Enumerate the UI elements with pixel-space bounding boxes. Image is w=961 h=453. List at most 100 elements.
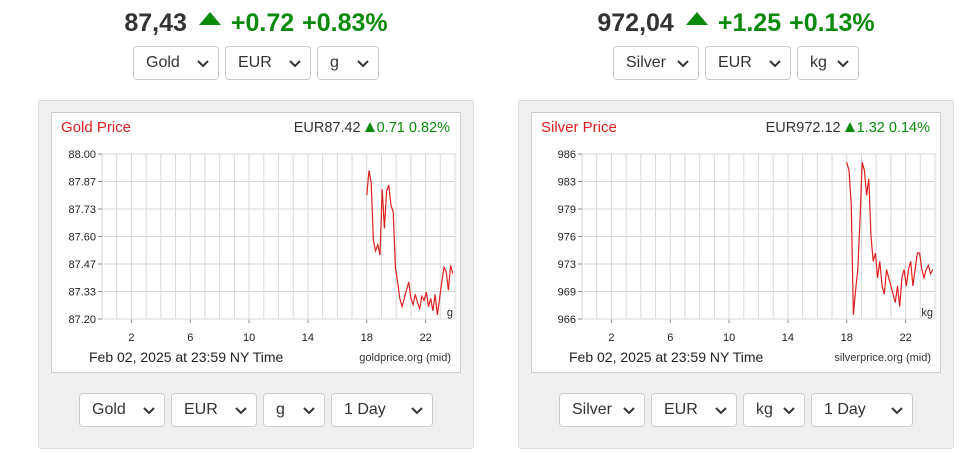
chart-title: Gold Price [61,119,132,136]
x-tick-label: 14 [782,332,794,344]
silver-unit-select[interactable]: kg [797,46,859,80]
silver-change-pct: +0.13% [789,9,875,37]
silver-spot-price: 972,04 [597,9,674,37]
x-tick-label: 6 [667,332,673,344]
select-value: 1 Day [824,401,866,418]
gold-chart-metal-select[interactable]: Gold [79,393,165,427]
unit-label: kg [921,307,933,319]
chevron-down-icon [677,60,689,68]
gold-bottom-selectors: Gold EUR g 1 Day [38,393,474,427]
y-tick-label: 87.87 [68,177,96,189]
gold-currency-select[interactable]: EUR [225,46,311,80]
select-value: EUR [184,401,218,418]
chevron-down-icon [715,407,727,415]
y-tick-label: 979 [558,204,576,216]
select-value: g [330,54,339,71]
price-line [846,162,934,315]
gold-change: +0.72 [230,9,295,37]
x-tick-label: 10 [243,332,255,344]
y-tick-label: 88.00 [68,149,96,161]
y-tick-label: 966 [558,314,576,326]
silver-metal-select[interactable]: Silver [613,46,699,80]
y-tick-label: 983 [558,177,576,189]
chart-source: goldprice.org (mid) [359,352,451,364]
y-tick-label: 976 [558,232,576,244]
chart-quote: EUR972.12 1.32 0.14% [766,120,930,136]
chevron-down-icon [143,407,155,415]
quote-pct: 0.82% [408,120,450,136]
silver-price-plot: 2 6 10 14 18 22 986 983 979 976 973 969 966 kg [558,149,936,344]
select-value: EUR [238,54,272,71]
select-value: EUR [664,401,698,418]
chevron-down-icon [411,407,423,415]
gold-change-pct: +0.83% [302,9,388,37]
chevron-down-icon [769,60,781,68]
chevron-down-icon [837,60,849,68]
silver-currency-select[interactable]: EUR [705,46,791,80]
silver-chart: Silver Price EUR972.12 1.32 0.14% 2 6 10 14 1… [531,112,941,373]
silver-chart-unit-select[interactable]: kg [743,393,805,427]
select-value: kg [756,401,773,418]
gold-chart: Gold Price EUR87.42 0.71 0.82% 2 6 10 14 18 22… [51,112,461,373]
gold-ticker: 87,43 +0.72 +0.83% [38,9,474,38]
y-tick-label: 87.33 [68,287,96,299]
chevron-down-icon [197,60,209,68]
select-value: Gold [146,54,180,71]
chevron-down-icon [891,407,903,415]
select-value: kg [810,54,827,71]
y-tick-label: 87.20 [68,314,96,326]
select-value: Silver [626,54,667,71]
chart-timestamp: Feb 02, 2025 at 23:59 NY Time [569,349,764,365]
chart-timestamp: Feb 02, 2025 at 23:59 NY Time [89,349,284,365]
select-value: EUR [718,54,752,71]
silver-chart-currency-select[interactable]: EUR [651,393,737,427]
silver-ticker: 972,04 +1.25 +0.13% [518,9,954,38]
x-tick-label: 6 [187,332,193,344]
silver-change: +1.25 [717,9,782,37]
x-tick-label: 18 [841,332,853,344]
x-tick-label: 2 [608,332,614,344]
gold-widget: 87,43 +0.72 +0.83% Gold EUR g Gold Price E… [38,0,474,453]
up-triangle-icon [844,122,855,132]
gold-chart-unit-select[interactable]: g [263,393,325,427]
price-line [366,170,454,315]
chevron-down-icon [303,407,315,415]
quote-price: EUR972.12 [765,120,841,136]
select-value: Silver [572,401,613,418]
chevron-down-icon [289,60,301,68]
up-triangle-icon [364,122,375,132]
select-value: 1 Day [344,401,386,418]
gold-metal-select[interactable]: Gold [133,46,219,80]
x-tick-label: 22 [899,332,911,344]
gold-unit-select[interactable]: g [317,46,379,80]
chart-title: Silver Price [541,119,617,136]
silver-chart-metal-select[interactable]: Silver [559,393,645,427]
y-tick-label: 969 [558,287,576,299]
quote-pct: 0.14% [888,120,930,136]
y-tick-label: 87.47 [68,259,96,271]
x-tick-label: 2 [128,332,134,344]
unit-label: g [447,307,453,319]
y-tick-label: 87.73 [68,204,96,216]
quote-change: 1.32 [856,120,885,136]
silver-bottom-selectors: Silver EUR kg 1 Day [518,393,954,427]
gold-top-selectors: Gold EUR g [38,46,474,80]
quote-change: 0.71 [376,120,405,136]
quote-price: EUR87.42 [293,120,361,136]
chevron-down-icon [623,407,635,415]
chart-source: silverprice.org (mid) [834,352,931,364]
gold-spot-price: 87,43 [124,9,187,37]
x-tick-label: 22 [419,332,431,344]
x-tick-label: 18 [361,332,373,344]
silver-chart-range-select[interactable]: 1 Day [811,393,913,427]
gold-chart-range-select[interactable]: 1 Day [331,393,433,427]
gold-price-plot: 2 6 10 14 18 22 88.00 87.87 87.73 87.60 87.47 87.33… [68,149,456,344]
gold-chart-currency-select[interactable]: EUR [171,393,257,427]
y-tick-label: 87.60 [68,232,96,244]
x-tick-label: 10 [723,332,735,344]
chevron-down-icon [235,407,247,415]
silver-widget: 972,04 +1.25 +0.13% Silver EUR kg Silver P… [518,0,954,453]
select-value: g [276,401,285,418]
chart-quote: EUR87.42 0.71 0.82% [294,120,450,136]
silver-top-selectors: Silver EUR kg [518,46,954,80]
